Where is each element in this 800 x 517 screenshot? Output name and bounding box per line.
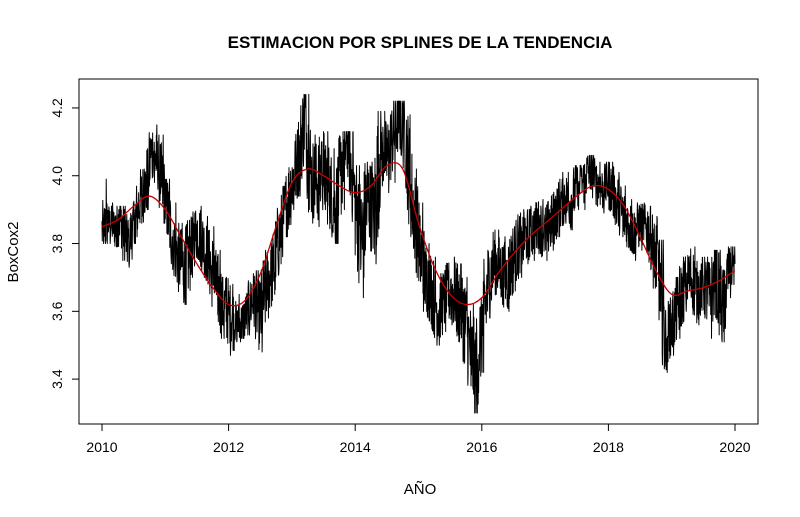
series-layer: [101, 93, 736, 414]
y-tick-label: 4.0: [49, 166, 65, 186]
y-axis-label: BoxCox2: [5, 222, 22, 283]
y-axis: 3.4 3.6 3.8 4.0 4.2: [49, 98, 80, 389]
x-tick-label: 2020: [719, 439, 750, 455]
x-tick-label: 2014: [340, 439, 371, 455]
x-tick-label: 2010: [86, 439, 117, 455]
x-tick-label: 2018: [593, 439, 624, 455]
series-line-red-spline: [101, 161, 736, 307]
y-tick-label: 3.4: [49, 369, 65, 389]
y-tick-label: 4.2: [49, 98, 65, 118]
y-tick-label: 3.6: [49, 301, 65, 321]
y-tick-label: 3.8: [49, 234, 65, 254]
chart-title: ESTIMACION POR SPLINES DE LA TENDENCIA: [228, 33, 613, 52]
x-tick-label: 2012: [213, 439, 244, 455]
series-line-black: [101, 93, 736, 414]
x-tick-label: 2016: [466, 439, 497, 455]
x-axis: 2010 2012 2014 2016 2018 2020: [86, 423, 751, 455]
x-axis-label: AÑO: [404, 481, 437, 498]
